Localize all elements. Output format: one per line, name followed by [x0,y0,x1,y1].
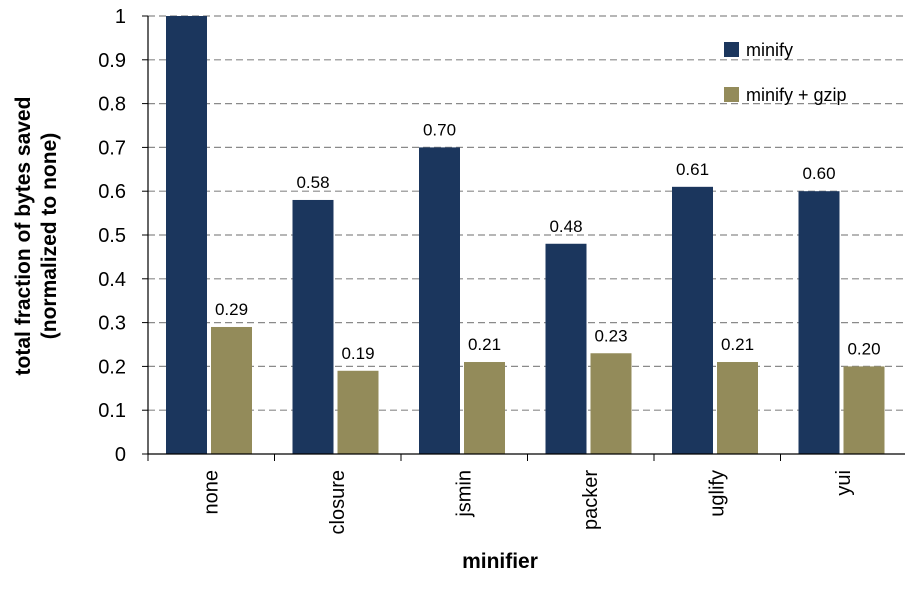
bar-minify-gzip-uglify [717,362,758,454]
x-tick-label-uglify: uglify [706,470,728,517]
data-label: 0.21 [721,335,754,354]
data-label: 0.29 [215,300,248,319]
y-axis-label-line2: (normalized to none) [38,133,61,340]
bar-minify-gzip-packer [590,353,632,454]
bar-minify-jsmin [419,147,460,454]
data-label: 0.20 [847,339,880,358]
y-tick-label: 0.7 [98,137,126,159]
legend-label-minify: minify [746,40,793,60]
bars [166,16,885,454]
y-tick-label: 0 [115,444,126,466]
data-labels: 0.29 0.58 0.19 0.70 0.21 0.48 0.23 0.61 0.21 0.60… [215,120,881,362]
data-label: 0.70 [423,120,456,139]
data-label: 0.19 [341,344,374,363]
data-label: 0.21 [468,335,501,354]
data-label: 0.48 [549,217,582,236]
x-axis-label: minifier [462,550,538,573]
data-label: 0.23 [594,326,627,345]
x-tick-label-yui: yui [833,470,855,496]
legend-swatch-minify-gzip [724,87,739,102]
x-tick-label-none: none [200,470,222,515]
bar-minify-none [166,16,207,454]
bar-minify-gzip-jsmin [464,362,505,454]
legend-swatch-minify [724,42,739,57]
bar-minify-yui [798,191,840,454]
y-tick-label: 0.3 [98,313,126,335]
bar-minify-gzip-yui [843,366,885,454]
y-tick-label: 0.8 [98,94,126,116]
bar-minify-packer [545,243,587,454]
bar-minify-gzip-closure [337,370,379,454]
y-tick-label: 0.4 [98,269,126,291]
y-tick-label: 0.5 [98,225,126,247]
y-tick-label: 0.1 [98,400,126,422]
y-tick-label: 0.9 [98,50,126,72]
legend: minify minify + gzip [724,40,847,105]
x-tick-label-closure: closure [327,470,349,534]
bar-minify-uglify [672,186,713,454]
data-label: 0.60 [802,164,835,183]
y-tick-label: 0.2 [98,356,126,378]
y-axis-ticks: 0 0.1 0.2 0.3 0.4 0.5 0.6 0.7 0.8 0.9 1 [98,6,148,466]
y-tick-label: 0.6 [98,181,126,203]
data-label: 0.61 [676,160,709,179]
gridlines [148,15,905,411]
bar-minify-closure [292,199,334,454]
y-axis-label-line1: total fraction of bytes saved [12,97,35,376]
y-tick-label: 1 [115,6,126,28]
x-axis-ticks: none closure jsmin packer uglify yui [147,454,855,534]
legend-label-minify-gzip: minify + gzip [746,85,847,105]
x-tick-label-packer: packer [580,470,602,530]
bar-minify-gzip-none [211,326,252,454]
data-label: 0.58 [296,173,329,192]
x-tick-label-jsmin: jsmin [453,470,475,518]
